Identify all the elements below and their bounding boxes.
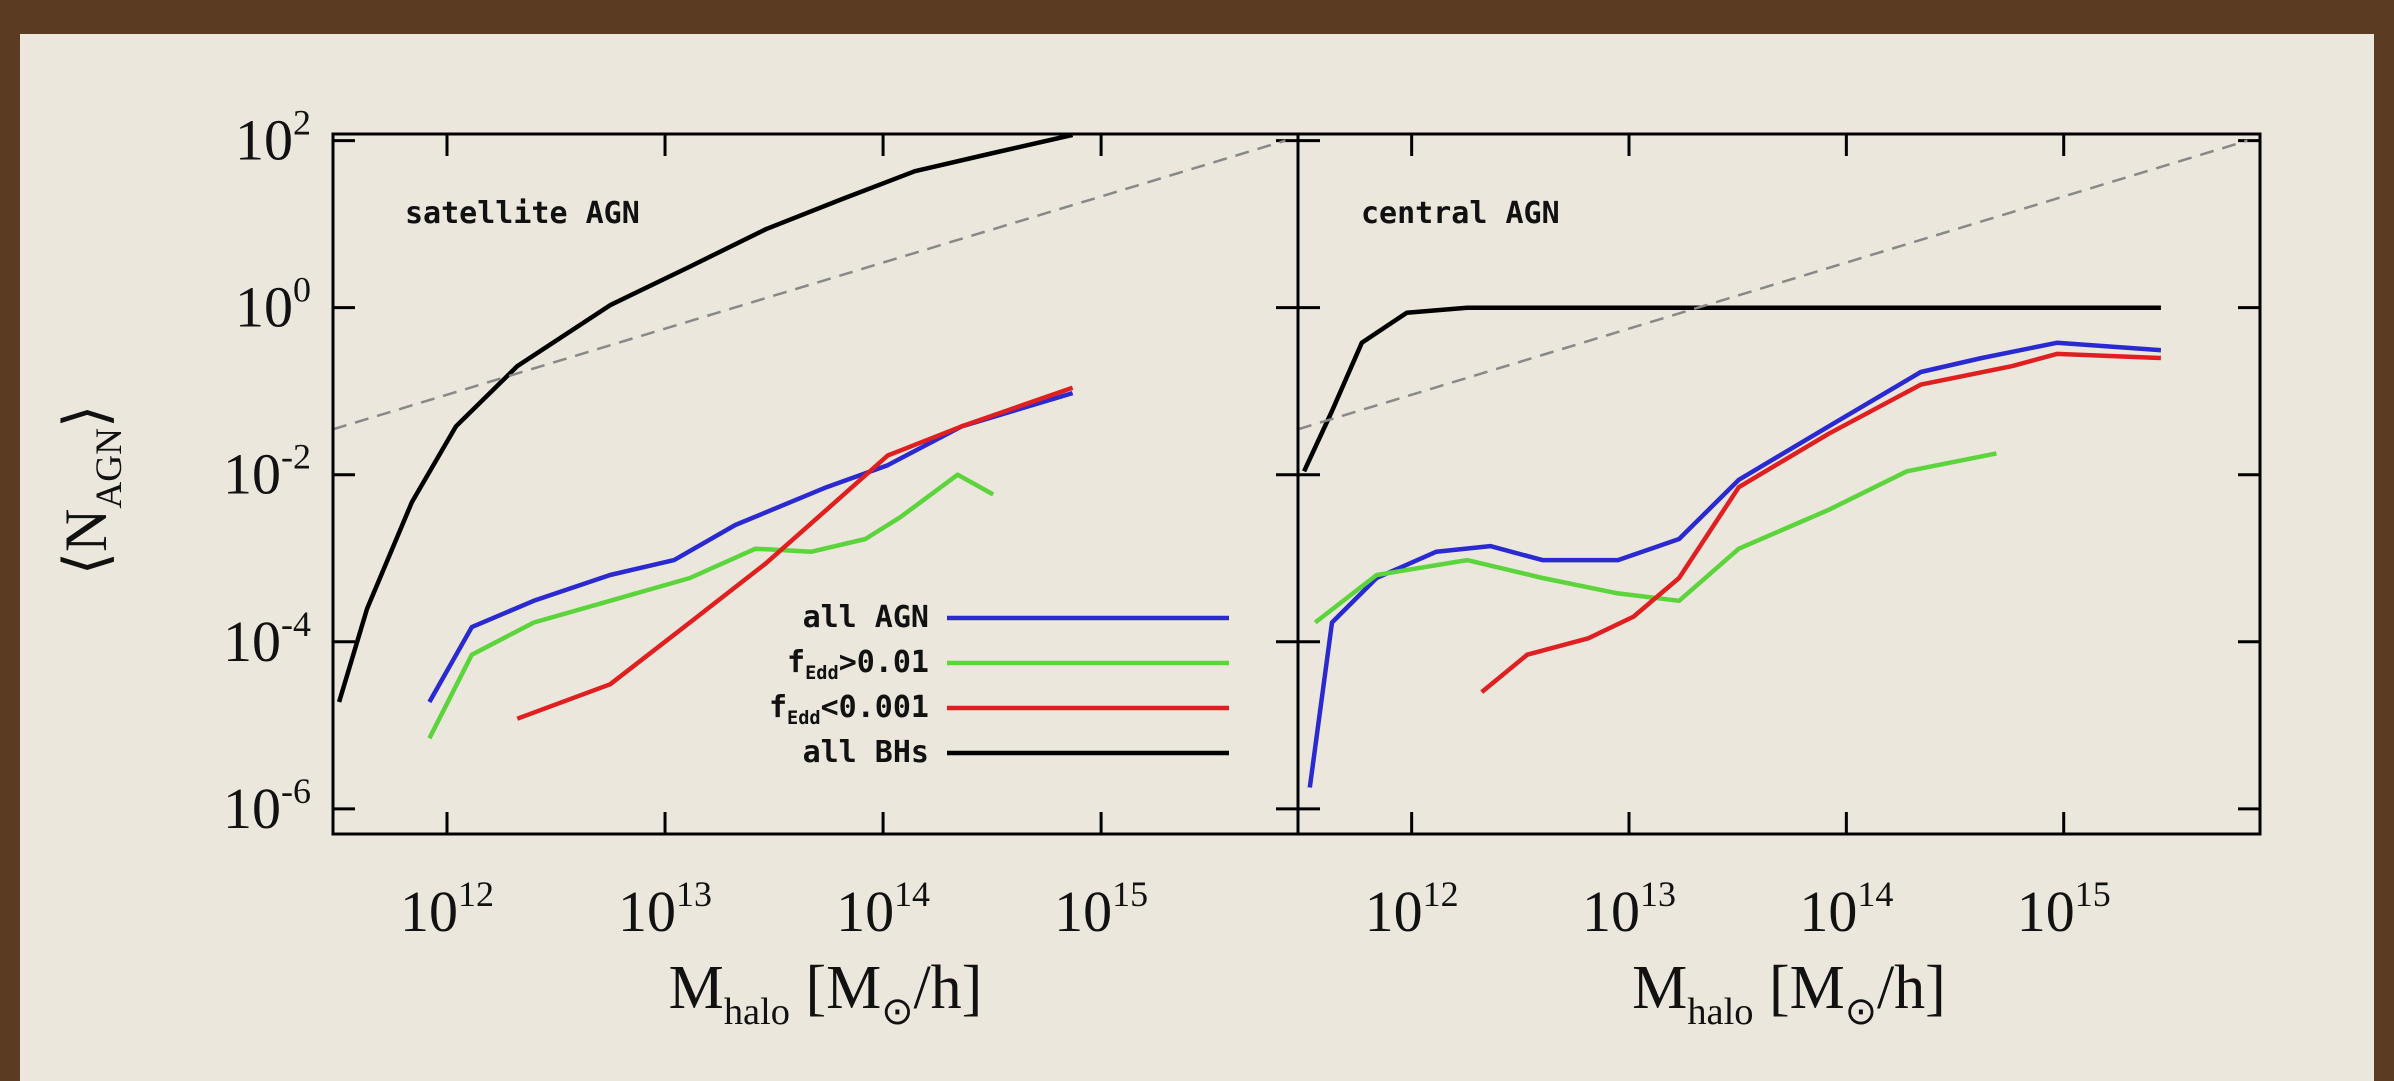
panel-annotation: satellite AGN	[405, 196, 640, 231]
panel-annotation: central AGN	[1361, 196, 1560, 231]
x-axis-label: Mhalo [M⊙/h]	[1632, 954, 1946, 1033]
legend-label: all BHs	[803, 735, 929, 770]
chart: ⟨NAGN⟩ 101210131014101510-610-410-210010…	[0, 0, 2394, 1081]
legend-label: all AGN	[803, 600, 929, 635]
x-axis-label: Mhalo [M⊙/h]	[669, 954, 983, 1033]
page: ⟨NAGN⟩ 101210131014101510-610-410-210010…	[0, 0, 2394, 1081]
